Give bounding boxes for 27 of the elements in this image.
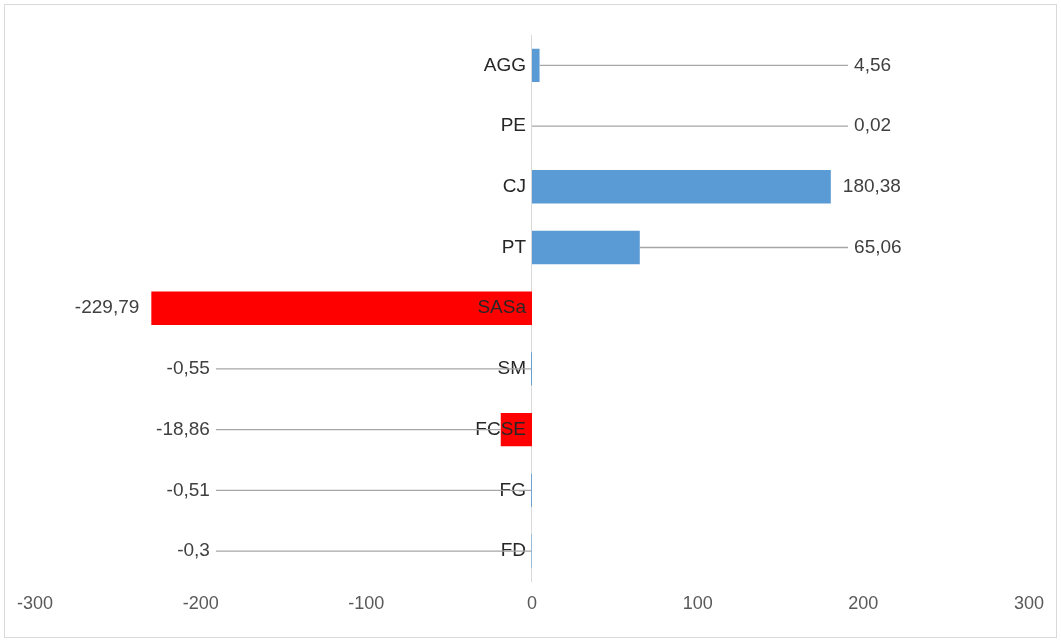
bar <box>532 230 640 265</box>
data-label: -0,3 <box>177 539 210 561</box>
y-tick-label: SASa <box>477 296 527 318</box>
x-tick-label: -100 <box>348 593 385 614</box>
y-tick-label: CJ <box>502 175 526 197</box>
data-label: 65,06 <box>854 235 902 257</box>
data-label: 4,56 <box>854 53 892 75</box>
y-tick-label: SM <box>497 357 526 379</box>
y-tick-label: PT <box>501 235 527 257</box>
x-tick-label: -300 <box>17 593 54 614</box>
data-label: 0,02 <box>854 114 892 136</box>
y-tick-label: AGG <box>483 53 526 75</box>
x-tick-label: 200 <box>848 593 879 614</box>
bar <box>151 291 532 325</box>
y-tick-label: FD <box>500 539 526 561</box>
bar <box>532 48 540 83</box>
x-tick-label: -200 <box>182 593 219 614</box>
data-label: -229,79 <box>74 296 140 318</box>
data-label: 180,38 <box>842 175 901 197</box>
data-label: -18,86 <box>156 417 210 439</box>
data-label: -0,51 <box>166 478 210 500</box>
x-tick-label: 100 <box>682 593 713 614</box>
data-label: -0,55 <box>166 357 210 379</box>
y-tick-label: PE <box>500 114 526 136</box>
bar <box>532 170 831 204</box>
x-tick-label: 0 <box>526 593 538 614</box>
x-tick-label: 300 <box>1013 593 1045 614</box>
